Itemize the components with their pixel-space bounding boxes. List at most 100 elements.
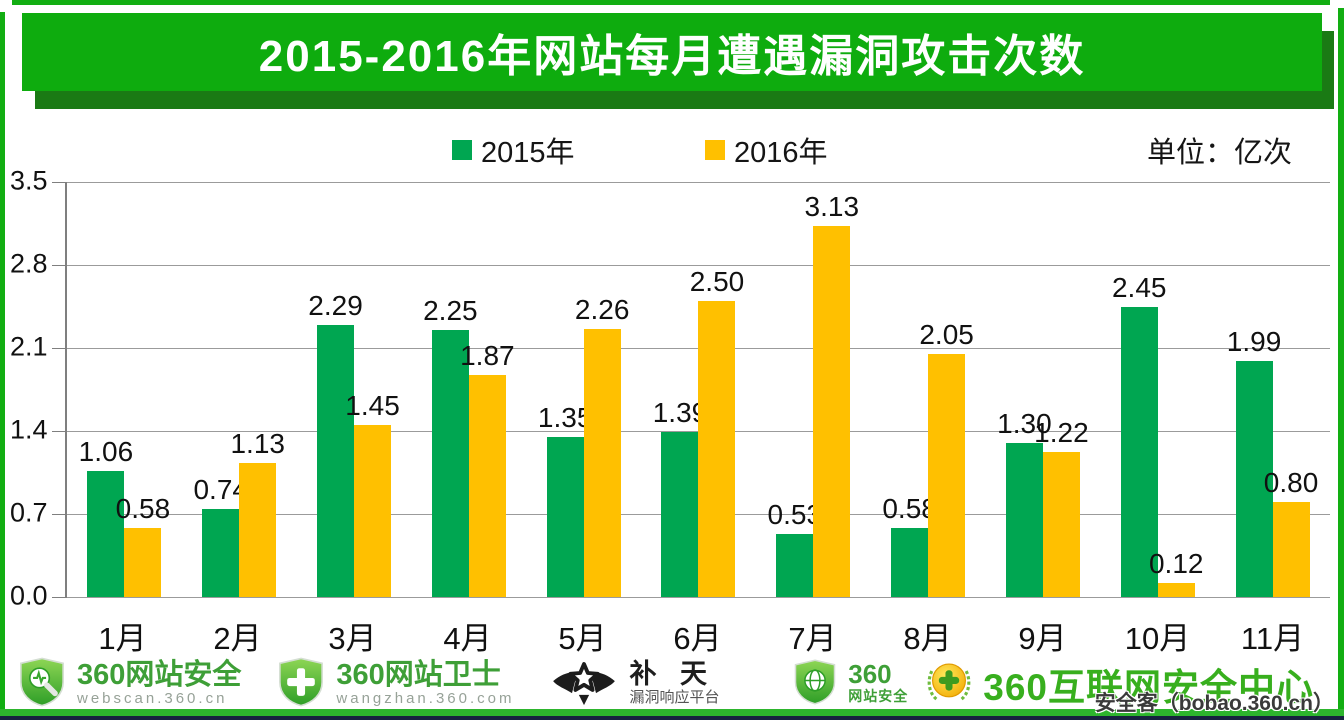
plot-area: 1.06 0.58 0.74 1.13 2.29 1.45 2.25 1.87 1.35 2.26… xyxy=(52,182,1330,598)
x-axis-label-8月: 8月 xyxy=(903,621,952,656)
frame-border-left xyxy=(0,12,5,712)
shield-magnifier-icon xyxy=(16,656,68,713)
bar-group-10月: 2.45 0.12 xyxy=(1100,182,1215,597)
y-axis-tick-label: 2.1 xyxy=(10,331,48,362)
bar-group-9月: 1.30 1.22 xyxy=(986,182,1101,597)
bar-2015年-5月: 1.35 xyxy=(538,402,592,597)
bar-value-label: 2.25 xyxy=(423,295,478,327)
bar-2015年-4月: 2.25 xyxy=(423,295,478,597)
logo-butian-sub: 漏洞响应平台 xyxy=(629,689,720,707)
y-axis-tick-label: 0.7 xyxy=(10,497,48,528)
bar-value-label: 2.50 xyxy=(689,265,745,297)
bottom-green-strip xyxy=(0,709,1344,716)
bar-2015年-7月: 0.53 xyxy=(768,499,822,597)
logo-wangzhan-url: wangzhan.360.com xyxy=(336,690,515,708)
bar-group-1月: 1.06 0.58 xyxy=(67,182,182,597)
y-axis-tick-label: 1.4 xyxy=(10,414,48,445)
frame-border-right xyxy=(1338,8,1344,712)
x-axis-label-4月: 4月 xyxy=(443,621,492,656)
bar-value-label: 1.22 xyxy=(1034,417,1089,449)
bar-2015年-3月: 2.29 xyxy=(308,290,363,597)
bar-value-label: 2.05 xyxy=(919,318,974,350)
bar-value-label: 0.80 xyxy=(1263,467,1319,499)
x-axis-label-5月: 5月 xyxy=(558,621,607,656)
x-axis-label-3月: 3月 xyxy=(328,621,377,656)
bar-value-label: 1.30 xyxy=(997,407,1052,439)
bar-group-6月: 1.39 2.50 xyxy=(641,182,756,597)
bar-value-label: 1.87 xyxy=(460,340,515,372)
bar-value-label: 0.58 xyxy=(882,493,937,525)
footer-right-logos: 360 网站安全 360 xyxy=(791,657,1330,712)
bar-2015年-1月: 1.06 xyxy=(79,436,133,597)
y-axis-tick xyxy=(52,265,67,266)
gridline xyxy=(67,182,1330,183)
x-axis-label-6月: 6月 xyxy=(673,621,722,656)
legend-item-2015: 2015年 xyxy=(452,131,575,169)
logo-360-site-safety-name: 360 xyxy=(848,658,892,689)
x-axis-label-10月: 10月 xyxy=(1124,621,1191,656)
bar-2016年-3月: 1.45 xyxy=(345,390,400,597)
unit-label: 单位：亿次 xyxy=(1146,137,1292,169)
bar-value-label: 2.29 xyxy=(308,290,363,322)
page-title: 2015-2016年网站每月遭遇漏洞攻击次数 xyxy=(258,32,1086,81)
title-banner: 2015-2016年网站每月遭遇漏洞攻击次数 xyxy=(22,13,1322,91)
y-axis-tick xyxy=(52,514,67,515)
legend-swatch-2016 xyxy=(705,140,725,160)
bar-group-8月: 0.58 2.05 xyxy=(871,182,986,597)
y-axis-tick-label: 2.8 xyxy=(10,248,48,279)
bar-2016年-11月: 0.80 xyxy=(1264,467,1318,597)
bar-value-label: 1.45 xyxy=(345,390,400,422)
bar-value-label: 1.13 xyxy=(230,428,285,460)
logo-360-security-center-name: 360互联网安全中心 xyxy=(983,667,1314,708)
logo-webscan-name: 360网站安全 xyxy=(77,658,242,691)
bar-value-label: 3.13 xyxy=(804,190,860,222)
bar-2015年-11月: 1.99 xyxy=(1227,326,1281,597)
y-axis-labels: 0.0 0.7 1.4 2.1 2.8 3.5 xyxy=(10,165,58,610)
y-axis-tick-label: 0.0 xyxy=(10,580,48,611)
y-axis-tick-label: 3.5 xyxy=(10,165,48,196)
gridline xyxy=(67,265,1330,266)
y-axis-tick xyxy=(52,348,67,349)
bar-2016年-9月: 1.22 xyxy=(1034,417,1089,597)
x-axis-label-2月: 2月 xyxy=(213,621,262,656)
bar-value-label: 0.53 xyxy=(767,499,823,531)
bar-group-4月: 2.25 1.87 xyxy=(411,182,526,597)
shield-globe-icon xyxy=(791,658,839,711)
bar-groups: 1.06 0.58 0.74 1.13 2.29 1.45 2.25 1.87 1.35 2.26… xyxy=(67,182,1330,597)
logo-360-site-safety-sub: 网站安全 xyxy=(848,688,909,705)
bar-2015年-2月: 0.74 xyxy=(193,474,248,597)
bar-group-5月: 1.35 2.26 xyxy=(526,182,641,597)
bar-value-label: 0.74 xyxy=(193,474,248,506)
gridline xyxy=(67,597,1330,598)
watermark: 安全客（bobao.360.cn） xyxy=(1094,692,1334,715)
footer: 360网站安全 webscan.360.cn 360网 xyxy=(16,657,1330,711)
bar-2016年-2月: 1.13 xyxy=(230,428,285,597)
x-axis-label-11月: 11月 xyxy=(1240,621,1305,656)
bar-value-label: 2.45 xyxy=(1111,271,1167,303)
bar-2015年-6月: 1.39 xyxy=(653,397,707,597)
legend-swatch-2015 xyxy=(452,140,472,160)
legend-label-2015: 2015年 xyxy=(481,137,575,169)
bar-group-2月: 0.74 1.13 xyxy=(182,182,297,597)
bar-value-label: 0.58 xyxy=(115,493,171,525)
bar-2016年-10月: 0.12 xyxy=(1149,548,1203,597)
bar-2015年-8月: 0.58 xyxy=(882,493,937,597)
bar-value-label: 0.12 xyxy=(1148,547,1204,579)
bar-2016年-7月: 3.13 xyxy=(805,191,859,597)
y-axis-tick xyxy=(52,597,67,598)
bar-2016年-6月: 2.50 xyxy=(690,266,744,597)
bar-2015年-9月: 1.30 xyxy=(997,408,1052,597)
logo-webscan-url: webscan.360.cn xyxy=(77,690,228,708)
logo-wangzhan: 360网站卫士 wangzhan.360.com xyxy=(275,656,514,713)
logo-wangzhan-name: 360网站卫士 xyxy=(336,658,501,691)
logo-360-security-center: 360互联网安全中心 xyxy=(924,657,1314,712)
y-axis-tick xyxy=(52,182,67,183)
bar-2016年-4月: 1.87 xyxy=(460,340,515,597)
bar-group-11月: 1.99 0.80 xyxy=(1215,182,1330,597)
bar-group-3月: 2.29 1.45 xyxy=(297,182,412,597)
laurel-badge-icon xyxy=(924,657,974,712)
y-axis-tick xyxy=(52,431,67,432)
eagle-star-icon xyxy=(548,657,620,712)
bar-value-label: 1.06 xyxy=(78,436,134,468)
